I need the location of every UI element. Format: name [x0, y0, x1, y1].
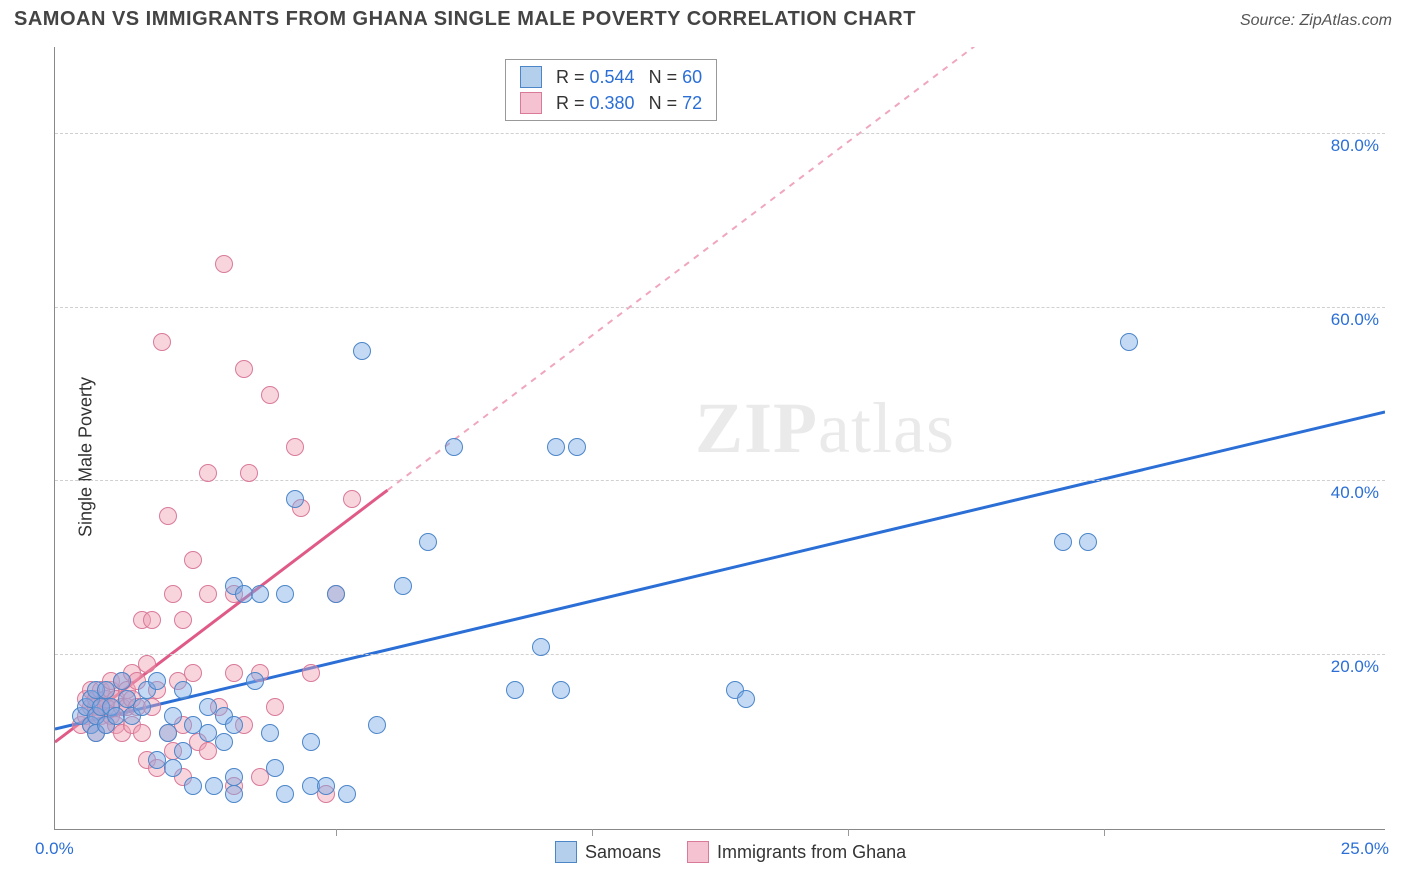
scatter-point	[184, 551, 202, 569]
scatter-point	[240, 464, 258, 482]
scatter-point	[286, 490, 304, 508]
series-legend-item: Samoans	[555, 841, 661, 863]
scatter-point	[153, 333, 171, 351]
series-name: Samoans	[585, 842, 661, 863]
scatter-point	[343, 490, 361, 508]
scatter-point	[225, 664, 243, 682]
chart-title: SAMOAN VS IMMIGRANTS FROM GHANA SINGLE M…	[14, 8, 916, 31]
x-tick-minor	[336, 829, 337, 836]
scatter-point	[552, 681, 570, 699]
scatter-point	[184, 664, 202, 682]
scatter-point	[506, 681, 524, 699]
scatter-point	[164, 585, 182, 603]
legend-n-label: N = 60	[649, 67, 703, 88]
scatter-point	[159, 507, 177, 525]
series-legend: Samoans Immigrants from Ghana	[555, 841, 906, 863]
scatter-point	[184, 777, 202, 795]
legend-n-label: N = 72	[649, 93, 703, 114]
stats-legend-row: R = 0.380 N = 72	[520, 92, 702, 114]
legend-swatch	[687, 841, 709, 863]
scatter-point	[394, 577, 412, 595]
scatter-point	[261, 386, 279, 404]
watermark: ZIPatlas	[695, 387, 955, 470]
source-attribution: Source: ZipAtlas.com	[1240, 12, 1392, 30]
scatter-point	[174, 611, 192, 629]
x-tick-minor	[592, 829, 593, 836]
scatter-point	[1079, 533, 1097, 551]
y-tick-label: 20.0%	[1331, 657, 1379, 677]
y-tick-label: 60.0%	[1331, 310, 1379, 330]
scatter-point	[148, 672, 166, 690]
legend-swatch	[520, 92, 542, 114]
series-name: Immigrants from Ghana	[717, 842, 906, 863]
scatter-point	[266, 698, 284, 716]
scatter-point	[317, 777, 335, 795]
legend-r-label: R = 0.380	[556, 93, 635, 114]
scatter-point	[445, 438, 463, 456]
scatter-point	[302, 733, 320, 751]
chart-container: Single Male Poverty ZIPatlas R = 0.544N …	[0, 37, 1406, 877]
scatter-point	[164, 759, 182, 777]
gridline-horizontal	[55, 133, 1385, 134]
x-tick-label: 25.0%	[1341, 839, 1389, 859]
scatter-point	[737, 690, 755, 708]
gridline-horizontal	[55, 654, 1385, 655]
legend-swatch	[520, 66, 542, 88]
scatter-point	[276, 785, 294, 803]
y-tick-label: 40.0%	[1331, 483, 1379, 503]
scatter-point	[251, 585, 269, 603]
scatter-point	[568, 438, 586, 456]
trend-lines-svg	[55, 47, 1385, 829]
scatter-point	[205, 777, 223, 795]
scatter-point	[143, 611, 161, 629]
plot-area: ZIPatlas R = 0.544N = 60R = 0.380N = 72 …	[54, 47, 1385, 830]
scatter-point	[174, 681, 192, 699]
scatter-point	[235, 360, 253, 378]
legend-r-label: R = 0.544	[556, 67, 635, 88]
x-tick-label: 0.0%	[35, 839, 74, 859]
scatter-point	[225, 716, 243, 734]
scatter-point	[266, 759, 284, 777]
stats-legend: R = 0.544 N = 60 R = 0.380 N = 72	[505, 59, 717, 121]
scatter-point	[261, 724, 279, 742]
scatter-point	[246, 672, 264, 690]
scatter-point	[199, 464, 217, 482]
series-legend-item: Immigrants from Ghana	[687, 841, 906, 863]
scatter-point	[133, 698, 151, 716]
scatter-point	[164, 707, 182, 725]
scatter-point	[547, 438, 565, 456]
scatter-point	[353, 342, 371, 360]
scatter-point	[532, 638, 550, 656]
legend-swatch	[555, 841, 577, 863]
scatter-point	[327, 585, 345, 603]
x-tick-minor	[1104, 829, 1105, 836]
scatter-point	[133, 724, 151, 742]
scatter-point	[159, 724, 177, 742]
scatter-point	[286, 438, 304, 456]
scatter-point	[338, 785, 356, 803]
watermark-rest: atlas	[818, 388, 955, 468]
gridline-horizontal	[55, 307, 1385, 308]
scatter-point	[1054, 533, 1072, 551]
scatter-point	[113, 672, 131, 690]
scatter-point	[215, 733, 233, 751]
scatter-point	[302, 664, 320, 682]
scatter-point	[138, 655, 156, 673]
scatter-point	[276, 585, 294, 603]
y-tick-label: 80.0%	[1331, 136, 1379, 156]
watermark-bold: ZIP	[695, 388, 818, 468]
x-tick-minor	[848, 829, 849, 836]
scatter-point	[368, 716, 386, 734]
scatter-point	[225, 768, 243, 786]
scatter-point	[419, 533, 437, 551]
scatter-point	[225, 785, 243, 803]
stats-legend-row: R = 0.544 N = 60	[520, 66, 702, 88]
scatter-point	[215, 255, 233, 273]
scatter-point	[1120, 333, 1138, 351]
scatter-point	[199, 585, 217, 603]
scatter-point	[174, 742, 192, 760]
gridline-horizontal	[55, 480, 1385, 481]
